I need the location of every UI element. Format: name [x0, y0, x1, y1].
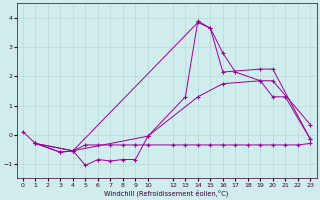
X-axis label: Windchill (Refroidissement éolien,°C): Windchill (Refroidissement éolien,°C) [104, 189, 229, 197]
